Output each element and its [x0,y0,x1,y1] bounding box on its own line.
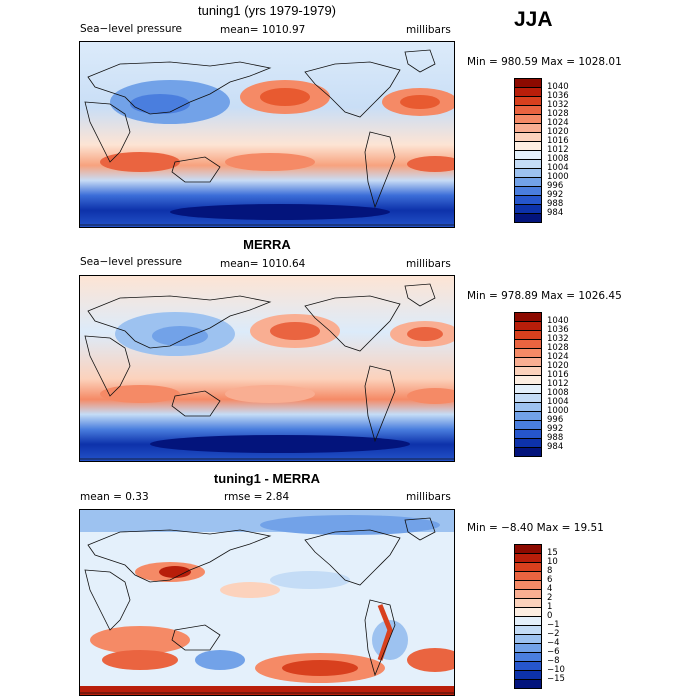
colorbar-swatch [514,679,542,689]
panel2-minmax: Min = 978.89 Max = 1026.45 [467,290,622,302]
season-label: JJA [514,8,553,31]
panel1-field [80,42,454,227]
colorbar-tick-label: 10 [547,557,558,567]
colorbar-tick-label: 1 [547,602,553,612]
colorbar-tick-label: 1008 [547,388,569,398]
panel1-coast-eurasia [87,61,272,115]
panel3-title: tuning1 - MERRA [213,471,321,486]
colorbar-tick-label: 996 [547,181,564,191]
panel1-coast-australia [171,156,221,183]
colorbar-tick-label: 1004 [547,397,569,407]
colorbar-tick-label: 984 [547,442,564,452]
colorbar-tick-label: −4 [547,638,560,648]
colorbar-tick-label: −15 [547,674,565,684]
colorbar-tick-label: 1016 [547,136,569,146]
panel3-map [79,509,455,696]
colorbar-tick-label: 1016 [547,370,569,380]
colorbar-tick-label: 2 [547,593,553,603]
panel3-southern-ocean-anomaly [102,650,178,670]
colorbar-tick-label: 8 [547,566,553,576]
colorbar-tick-label: 6 [547,575,553,585]
colorbar-tick-label: −8 [547,656,560,666]
colorbar-tick-label: 1036 [547,325,569,335]
panel3-rmse: rmse = 2.84 [224,491,290,503]
panel2-colorbar: 1040 1036 1032 1028 1024 1020 1016 1012 1008 1004… [514,312,569,457]
colorbar-tick-label: 1020 [547,361,569,371]
colorbar-tick-label: 1032 [547,334,569,344]
colorbar-tick-label: 1008 [547,154,569,164]
panel1-minmax: Min = 980.59 Max = 1028.01 [467,56,622,68]
panel2-mean: mean= 1010.64 [220,258,306,270]
colorbar-tick-label: 1028 [547,109,569,119]
panel1-mean: mean= 1010.97 [220,24,306,36]
panel1-units: millibars [406,24,451,36]
colorbar-tick-label: 988 [547,433,564,443]
colorbar-tick-label: 996 [547,415,564,425]
colorbar-tick-label: 1000 [547,406,569,416]
colorbar-swatch [514,213,542,223]
panel3-units: millibars [406,491,451,503]
colorbar-tick-label: 1024 [547,352,569,362]
colorbar-tick-label: 0 [547,611,553,621]
colorbar-tick-label: 1028 [547,343,569,353]
panel1-coast-north-america [304,61,401,118]
panel2-variable: Sea−level pressure [80,256,183,268]
panel3-minmax: Min = −8.40 Max = 19.51 [467,522,604,534]
panel3-colorbar: 15 10 8 6 4 2 1 0 −1 −2 −4 −6 −8 −10 −15 [514,544,565,689]
panel3-mean: mean = 0.33 [80,491,149,503]
panel1-coast-africa [84,101,131,163]
colorbar-swatch [514,447,542,457]
panel1-coast-greenland [404,49,436,73]
colorbar-tick-label: 984 [547,208,564,218]
panel1-map [79,41,455,228]
colorbar-tick-label: 988 [547,199,564,209]
colorbar-tick-label: 1032 [547,100,569,110]
colorbar-tick-label: −2 [547,629,560,639]
panel2-title: MERRA [243,237,291,252]
colorbar-tick-label: 992 [547,190,564,200]
colorbar-tick-label: 1012 [547,379,569,389]
colorbar-tick-label: 1004 [547,163,569,173]
colorbar-tick-label: 992 [547,424,564,434]
colorbar-tick-label: 4 [547,584,553,594]
panel1-colorbar: 1040 1036 1032 1028 1024 1020 1016 1012 1008 1004… [514,78,569,223]
panel1-title: tuning1 (yrs 1979-1979) [197,3,337,18]
colorbar-tick-label: 1000 [547,172,569,182]
panel2-field [80,276,454,461]
colorbar-tick-label: 1020 [547,127,569,137]
colorbar-tick-label: −10 [547,665,565,675]
panel2-units: millibars [406,258,451,270]
colorbar-tick-label: 1024 [547,118,569,128]
colorbar-tick-label: −6 [547,647,560,657]
colorbar-tick-label: 1040 [547,316,569,326]
colorbar-tick-label: 1012 [547,145,569,155]
colorbar-tick-label: 1036 [547,91,569,101]
colorbar-tick-label: 15 [547,548,558,558]
panel1-coast-south-america [364,131,396,209]
panel2-map [79,275,455,462]
panel1-variable: Sea−level pressure [80,23,183,35]
colorbar-tick-label: −1 [547,620,560,630]
colorbar-tick-label: 1040 [547,82,569,92]
